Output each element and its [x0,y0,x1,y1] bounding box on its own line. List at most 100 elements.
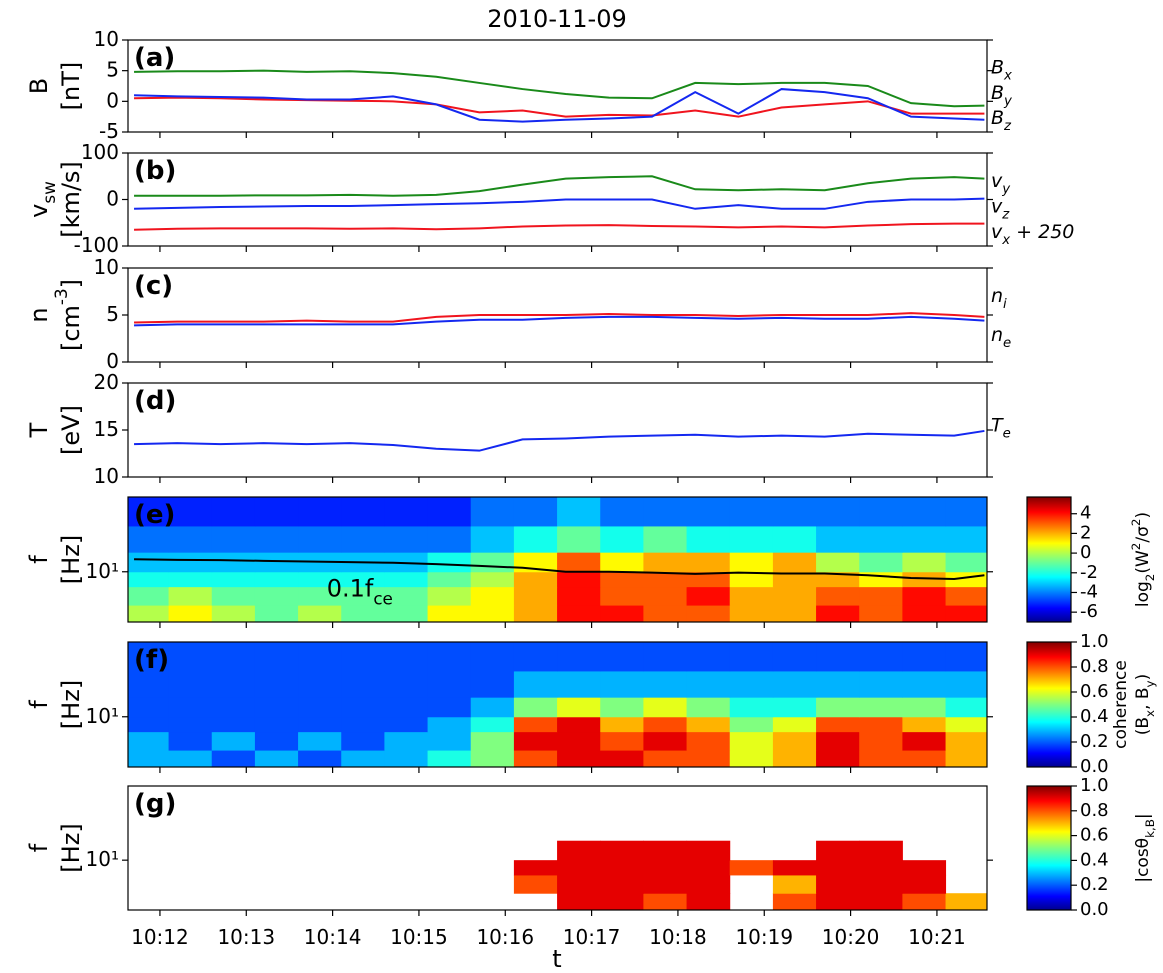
heatmap-cell [557,525,601,553]
colorbar-label: (Bx, By) [1133,674,1157,736]
plot-area [128,642,987,767]
heatmap-cell [128,716,170,733]
heatmap-cell [643,697,688,718]
heatmap-cell [945,697,987,718]
heatmap-cell [384,571,429,588]
heatmap-cell [557,497,601,527]
y-tick-label: 20 [94,370,119,394]
heatmap-cell [945,552,987,573]
heatmap-cell [384,750,429,767]
colorbar [1026,496,1072,623]
heatmap-cell [816,893,860,910]
heatmap-cell [902,716,947,733]
heatmap-cell [643,497,688,527]
heatmap-cell [211,670,256,698]
heatmap-cell [729,642,774,672]
heatmap-cell [816,525,860,553]
heatmap-cell [600,571,644,588]
y-tick-label: 10¹ [86,558,119,582]
heatmap-cell [729,750,774,767]
y-axis-label: f [25,555,53,564]
series-label: ni [991,285,1007,312]
heatmap-cell [557,697,601,718]
heatmap-cell [254,697,299,718]
heatmap-cell [128,605,170,622]
heatmap-cell [427,670,472,698]
heatmap-cell [859,750,903,767]
series-line [134,315,985,327]
heatmap-cell [600,750,644,767]
heatmap-cell [470,586,515,606]
y-tick-label: 0 [106,349,119,373]
heatmap-cell [729,605,774,622]
heatmap-cell [341,525,385,553]
heatmap-cell [686,642,731,672]
heatmap-cell [427,716,472,733]
heatmap-cell [254,525,299,553]
heatmap-cell [427,571,472,588]
heatmap-cell [427,642,472,672]
heatmap-cell [470,552,515,573]
heatmap-cell [470,750,515,767]
series-label: Bz [991,107,1012,134]
colorbar-tick-label: 0.8 [1080,656,1109,677]
heatmap-cell [772,552,817,573]
heatmap-cell [643,731,688,751]
heatmap-cell [772,716,817,733]
heatmap-cell [211,586,256,606]
heatmap-cell [945,605,987,622]
heatmap-cell [513,750,558,767]
heatmap-cell [859,697,903,718]
heatmap-cell [902,697,947,718]
heatmap-cell [945,731,987,751]
heatmap-cell [427,750,472,767]
series-label: vz [991,195,1010,222]
y-tick-label: 5 [106,302,119,326]
heatmap-cell [600,697,644,718]
heatmap-cell [341,586,385,606]
heatmap-cell [557,571,601,588]
heatmap-cell [341,697,385,718]
series-label: vy [991,169,1011,196]
series-label: vx + 250 [991,221,1074,248]
y-tick-label: 10 [94,255,119,279]
heatmap-cell [816,497,860,527]
heatmap-cell [902,525,947,553]
heatmap-cell [470,571,515,588]
heatmap-cell [686,586,731,606]
heatmap-cell [945,642,987,672]
heatmap-cell [686,697,731,718]
y-axis-label: f [25,700,53,709]
colorbar-tick-label: 2 [1080,522,1091,543]
heatmap-cell [557,860,601,876]
heatmap-cell [513,571,558,588]
heatmap-cell [557,552,601,573]
heatmap-cell [686,750,731,767]
heatmap-cell [600,605,644,622]
y-tick-label: 10 [94,464,119,488]
y-tick-label: 10 [94,27,119,51]
y-axis-label: [Hz] [57,535,85,584]
series-label: Bx [991,56,1012,83]
figure-title: 2010-11-09 [487,5,626,33]
heatmap-cell [600,840,644,861]
y-axis-label: T [25,422,53,438]
heatmap-cell [557,840,601,861]
heatmap-cell [298,750,342,767]
y-axis-label: f [25,843,53,852]
x-tick-label: 10:19 [735,925,793,949]
heatmap-cell [384,497,429,527]
heatmap-cell [729,552,774,573]
heatmap-cell [686,893,731,910]
heatmap-cell [945,670,987,698]
heatmap-cell [686,605,731,622]
heatmap-cell [384,670,429,698]
heatmap-cell [902,731,947,751]
heatmap-cell [128,571,170,588]
heatmap-cell [128,750,170,767]
plot-area [128,40,987,132]
heatmap-cell [298,525,342,553]
panel-label: (g) [134,789,176,819]
heatmap-cell [128,497,170,527]
heatmap-cell [816,605,860,622]
